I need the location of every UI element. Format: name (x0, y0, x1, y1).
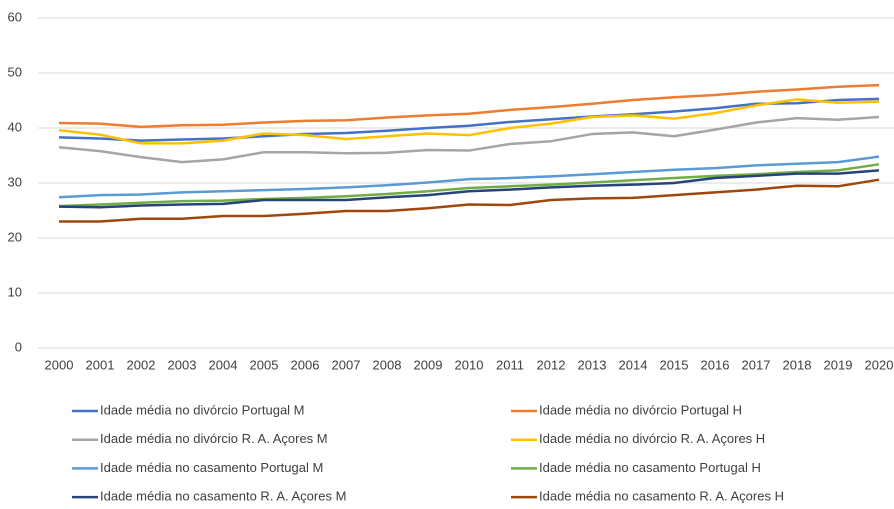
series-line (58, 115, 880, 164)
x-tick-label: 2006 (291, 357, 320, 372)
y-tick-label: 40 (8, 119, 22, 134)
x-tick-label: 2001 (86, 357, 115, 372)
y-tick-label: 10 (8, 284, 22, 299)
x-tick-label: 2017 (742, 357, 771, 372)
y-tick-label: 60 (8, 9, 22, 24)
legend-label: Idade média no casamento R. A. Açores H (539, 489, 784, 504)
x-tick-label: 2004 (209, 357, 238, 372)
y-tick-label: 20 (8, 229, 22, 244)
x-tick-label: 2000 (45, 357, 74, 372)
x-tick-label: 2008 (373, 357, 402, 372)
x-tick-label: 2003 (168, 357, 197, 372)
legend-label: Idade média no divórcio Portugal H (539, 402, 742, 417)
legend-label: Idade média no casamento Portugal H (539, 460, 761, 475)
legend-label: Idade média no divórcio Portugal M (100, 402, 305, 417)
x-tick-label: 2005 (250, 357, 279, 372)
y-tick-label: 50 (8, 64, 22, 79)
legend-label: Idade média no divórcio R. A. Açores M (100, 431, 328, 446)
y-tick-label: 0 (15, 339, 22, 354)
x-tick-label: 2014 (619, 357, 648, 372)
x-tick-label: 2016 (701, 357, 730, 372)
legend-label: Idade média no casamento Portugal M (100, 460, 323, 475)
x-tick-label: 2015 (660, 357, 689, 372)
x-tick-label: 2009 (414, 357, 443, 372)
x-tick-label: 2012 (537, 357, 566, 372)
y-tick-label: 30 (8, 174, 22, 189)
x-tick-label: 2013 (578, 357, 607, 372)
series-line (58, 169, 880, 209)
legend-label: Idade média no divórcio R. A. Açores H (539, 431, 765, 446)
series-line (58, 163, 880, 208)
series-line (58, 98, 880, 145)
x-tick-label: 2018 (783, 357, 812, 372)
x-tick-label: 2002 (127, 357, 156, 372)
series-line (58, 155, 880, 199)
x-tick-label: 2020 (865, 357, 894, 372)
x-tick-label: 2011 (496, 357, 524, 372)
series-line (58, 97, 880, 142)
x-tick-label: 2007 (332, 357, 361, 372)
x-tick-label: 2010 (455, 357, 484, 372)
legend-label: Idade média no casamento R. A. Açores M (100, 489, 346, 504)
x-tick-label: 2019 (824, 357, 853, 372)
series-line (59, 178, 880, 223)
series-line (58, 83, 880, 129)
